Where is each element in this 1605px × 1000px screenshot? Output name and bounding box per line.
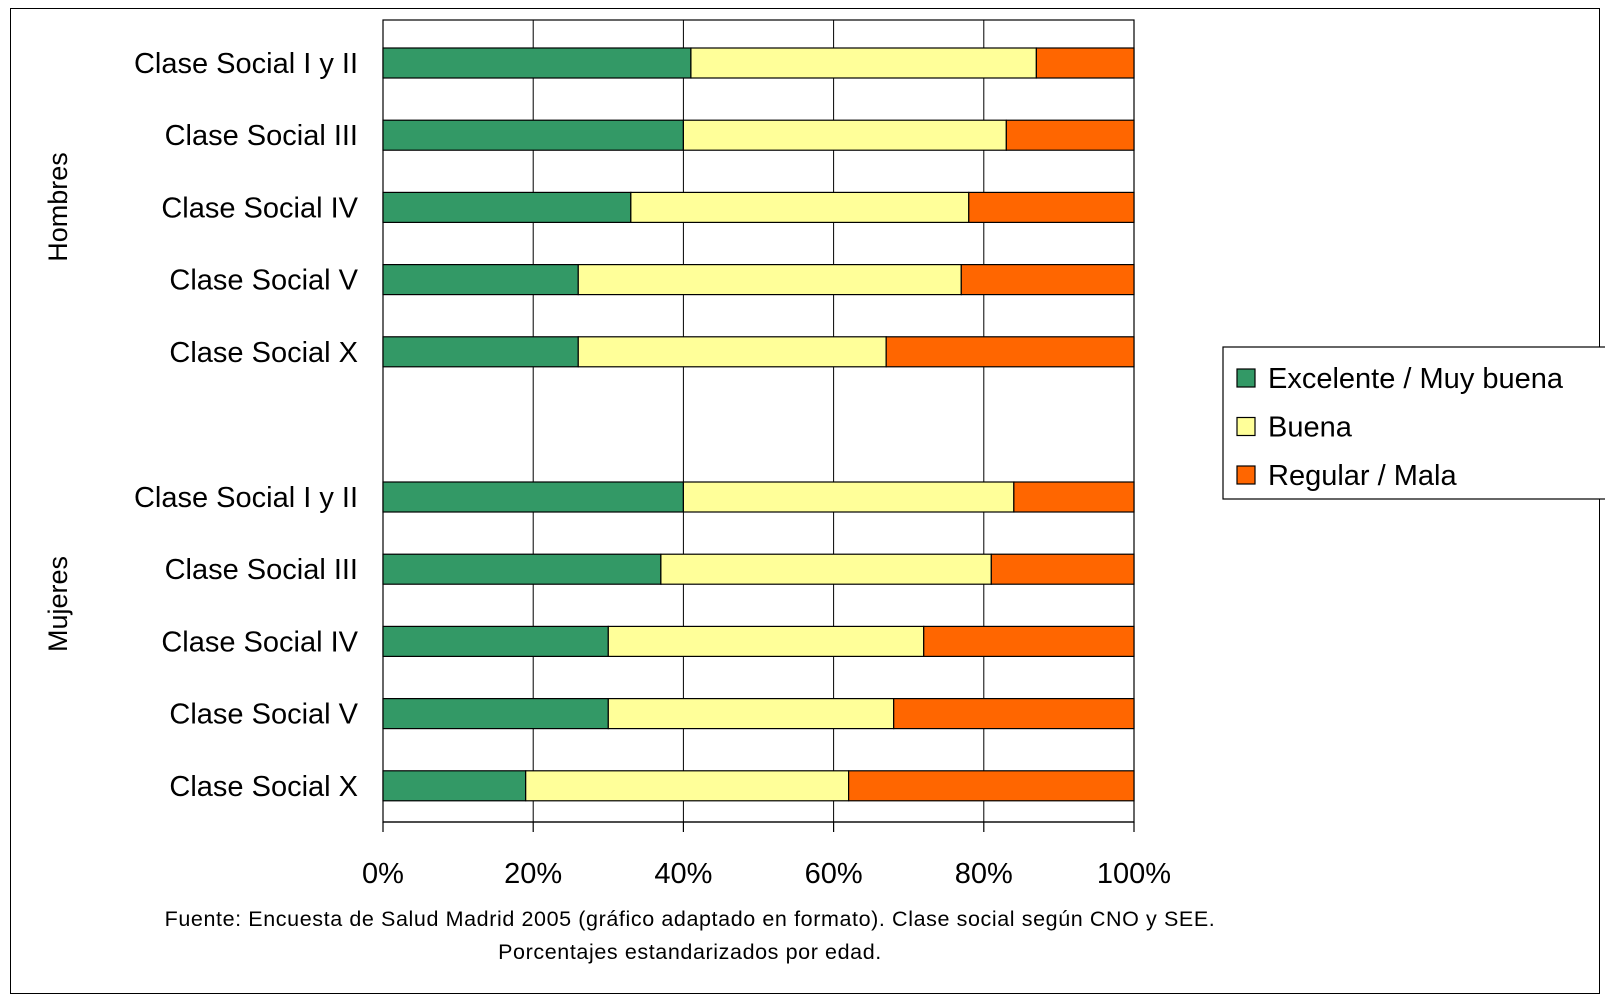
- bar-segment: [577, 264, 962, 296]
- bar-segment: [382, 119, 684, 151]
- x-tick-label: 20%: [504, 858, 562, 890]
- bar-segment: [1013, 481, 1135, 513]
- bar-segment: [382, 264, 579, 296]
- legend-box: [1222, 346, 1605, 500]
- bar-segment: [525, 770, 850, 802]
- x-tick-label: 80%: [955, 858, 1013, 890]
- bar-segment: [577, 336, 887, 368]
- x-tick-label: 0%: [362, 858, 404, 890]
- category-label: Clase Social III: [165, 120, 358, 152]
- source-note: Fuente: Encuesta de Salud Madrid 2005 (g…: [164, 907, 1216, 964]
- bar-segment: [690, 47, 1037, 79]
- bar-segment: [382, 770, 527, 802]
- legend-swatch: [1236, 416, 1256, 437]
- bar-segment: [382, 625, 609, 658]
- x-tick-label: 60%: [805, 858, 863, 890]
- bar-segment: [660, 553, 992, 585]
- category-label: Clase Social X: [169, 771, 358, 803]
- bars: [382, 47, 1135, 802]
- group-label: Mujeres: [43, 556, 73, 652]
- bar-segment: [382, 47, 692, 79]
- legend-swatch: [1236, 368, 1256, 388]
- group-label: Hombres: [43, 152, 73, 262]
- bar-segment: [682, 119, 1007, 151]
- legend-label: Buena: [1268, 412, 1353, 444]
- category-label: Clase Social V: [169, 265, 358, 297]
- category-label: Clase Social V: [169, 699, 358, 731]
- bar-segment: [885, 336, 1135, 368]
- category-label: Clase Social III: [165, 554, 358, 586]
- legend-label: Excelente / Muy buena: [1268, 363, 1564, 395]
- bar-segment: [893, 697, 1135, 730]
- bar-segment: [382, 191, 632, 223]
- bar-segment: [382, 697, 609, 730]
- bar-segment: [960, 264, 1135, 296]
- bar-segment: [1005, 119, 1135, 151]
- bar-segment: [682, 481, 1015, 513]
- bar-segment: [382, 481, 684, 513]
- bar-segment: [382, 553, 662, 585]
- labels: Clase Social I y II Clase Social III Clase…: [43, 48, 359, 803]
- x-tick-label: 40%: [654, 858, 712, 890]
- category-label: Clase Social I y II: [134, 48, 358, 80]
- bar-segment: [990, 553, 1135, 585]
- bar-segment: [382, 336, 579, 368]
- legend-swatch: [1236, 465, 1256, 485]
- x-tick-label: 100%: [1097, 858, 1171, 890]
- legend: Excelente / Muy buena Buena Regular / Mala: [1222, 346, 1605, 500]
- legend-label: Regular / Mala: [1268, 460, 1457, 492]
- axes: 0% 20% 40% 60% 80% 100%: [362, 821, 1171, 890]
- category-label: Clase Social I y II: [134, 482, 358, 514]
- bar-segment: [607, 697, 895, 730]
- bar-segment: [968, 191, 1135, 223]
- bar-segment: [607, 625, 925, 658]
- category-label: Clase Social IV: [161, 626, 358, 658]
- category-label: Clase Social IV: [161, 192, 358, 224]
- category-label: Clase Social X: [169, 337, 358, 369]
- bar-segment: [630, 191, 970, 223]
- bar-segment: [1035, 47, 1135, 79]
- bar-segment: [848, 770, 1135, 802]
- bar-segment: [923, 625, 1135, 658]
